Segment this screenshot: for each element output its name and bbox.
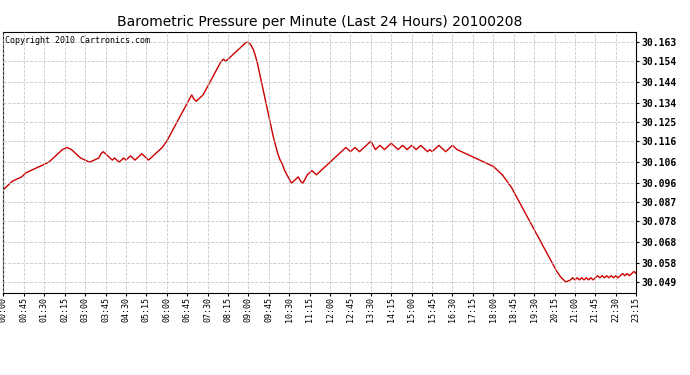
Title: Barometric Pressure per Minute (Last 24 Hours) 20100208: Barometric Pressure per Minute (Last 24 … <box>117 15 522 29</box>
Text: Copyright 2010 Cartronics.com: Copyright 2010 Cartronics.com <box>5 36 150 45</box>
